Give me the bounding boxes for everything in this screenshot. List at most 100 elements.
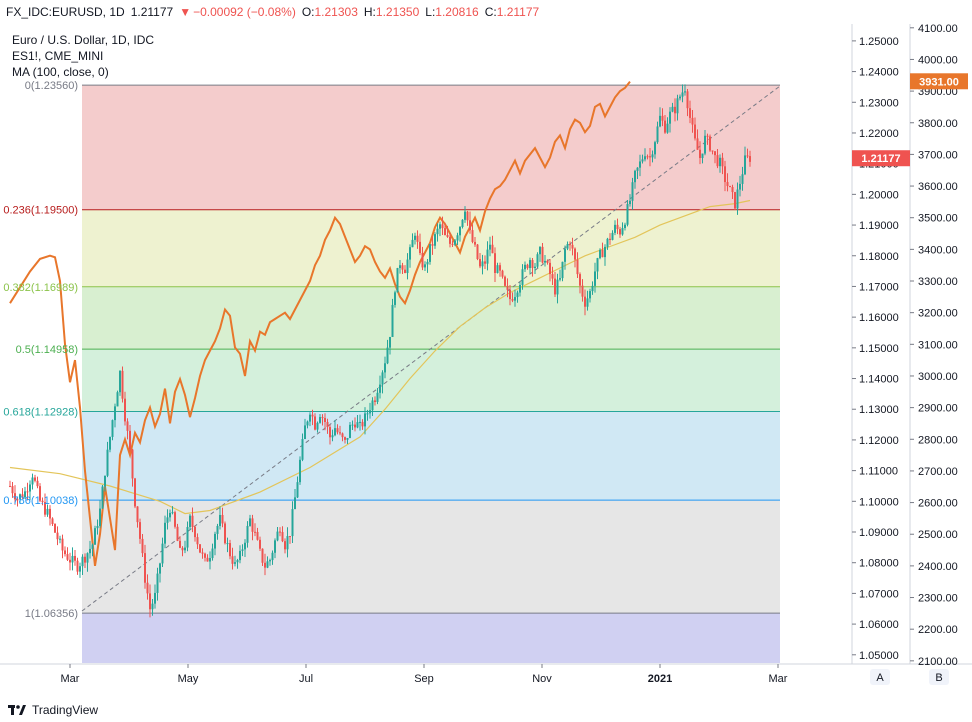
main-series-legend[interactable]: Euro / U.S. Dollar, 1D, IDC	[12, 33, 155, 47]
candle	[481, 254, 484, 275]
candle-body	[204, 553, 206, 558]
candle-body	[576, 259, 579, 275]
candle-body	[674, 106, 676, 114]
high-value: 1.21350	[375, 5, 420, 19]
price-tick-label: 1.12000	[859, 435, 899, 447]
candle	[56, 526, 59, 546]
high-label: H:	[363, 5, 376, 19]
candle	[289, 536, 291, 544]
ma-legend[interactable]: MA (100, close, 0)	[12, 65, 109, 79]
candle-body	[581, 285, 584, 297]
es1-tick-label: 3600.00	[918, 181, 958, 193]
candle-body	[626, 204, 629, 225]
candle	[231, 547, 234, 570]
candle	[321, 414, 324, 426]
time-axis[interactable]: Mar May Jul Sep Nov 2021 Mar	[61, 664, 788, 685]
candle	[119, 370, 121, 396]
candle-body	[209, 558, 211, 562]
time-tick-label: 2021	[648, 673, 672, 685]
scale-b-button[interactable]	[929, 669, 949, 685]
candle	[36, 476, 39, 489]
candle-body	[159, 563, 161, 574]
es1-tick-label: 3800.00	[918, 118, 958, 130]
es1-tick-label: 3300.00	[918, 276, 958, 288]
candle	[296, 476, 299, 498]
candle-body	[564, 248, 566, 262]
candle-body	[119, 370, 121, 393]
candle-body	[21, 494, 24, 498]
candle	[651, 150, 654, 163]
candle-body	[384, 363, 386, 373]
candle	[189, 514, 191, 531]
candle	[524, 261, 526, 272]
candle-body	[524, 264, 526, 270]
candle	[346, 437, 349, 444]
candle-body	[719, 157, 721, 167]
scale-buttons: A B	[870, 669, 949, 685]
candle	[556, 273, 559, 304]
candle	[644, 148, 646, 162]
candle-body	[681, 92, 684, 97]
candle-body	[664, 120, 666, 133]
candle	[86, 552, 89, 572]
fib-zone-5	[82, 500, 780, 614]
candle-body	[416, 235, 419, 242]
candle-body	[196, 537, 199, 545]
candle	[96, 519, 99, 535]
candle	[341, 432, 344, 442]
price-tick-label: 1.11000	[859, 466, 898, 478]
candle	[351, 420, 354, 430]
candle-body	[559, 278, 561, 280]
candle	[169, 509, 171, 522]
scale-a-button[interactable]	[870, 669, 890, 685]
candle	[359, 414, 361, 431]
candle-body	[731, 186, 734, 193]
candle-body	[689, 108, 691, 118]
candle	[656, 121, 659, 144]
symbol-name[interactable]: FX_IDC:EURUSD, 1D	[6, 5, 125, 19]
candle	[234, 555, 236, 567]
candle-body	[229, 543, 231, 557]
candle-body	[666, 123, 669, 133]
candle-body	[669, 111, 671, 124]
es1-tick-label: 3100.00	[918, 339, 958, 351]
price-axis[interactable]: 1.250001.240001.230001.220001.210001.200…	[852, 36, 899, 662]
candle-body	[536, 254, 539, 267]
candle	[599, 248, 601, 260]
candle	[441, 216, 444, 236]
candle	[594, 262, 596, 293]
candle	[276, 527, 279, 542]
candle	[479, 252, 481, 269]
candle	[211, 543, 214, 561]
candle-body	[659, 115, 661, 127]
candle	[201, 548, 204, 559]
price-tick-label: 1.15000	[859, 343, 899, 355]
fib-zone-below	[82, 613, 780, 663]
es1-series-legend[interactable]: ES1!, CME_MINI	[12, 49, 104, 63]
candle-body	[66, 554, 69, 560]
fib-label-6: 1(1.06356)	[25, 608, 78, 620]
candle	[394, 290, 396, 308]
candle	[429, 244, 431, 265]
es1-axis[interactable]: 4100.004000.003900.003800.003700.003600.…	[910, 23, 958, 668]
candle	[541, 243, 544, 264]
candle	[311, 409, 314, 426]
candle-body	[621, 228, 624, 235]
candle-body	[116, 392, 119, 407]
price-tick-label: 1.10000	[859, 496, 899, 508]
candle-body	[179, 540, 181, 548]
candle-body	[234, 562, 236, 564]
close-label: C:	[484, 5, 497, 19]
candle-body	[506, 285, 509, 290]
candle	[214, 531, 216, 556]
candle-body	[289, 536, 291, 538]
candle-body	[531, 260, 534, 268]
candle	[134, 477, 136, 509]
candle	[676, 94, 679, 121]
candle	[306, 420, 309, 429]
candle	[376, 387, 379, 405]
brand-name[interactable]: TradingView	[32, 703, 99, 717]
es1-tick-label: 3200.00	[918, 308, 958, 320]
candle-body	[354, 424, 356, 428]
